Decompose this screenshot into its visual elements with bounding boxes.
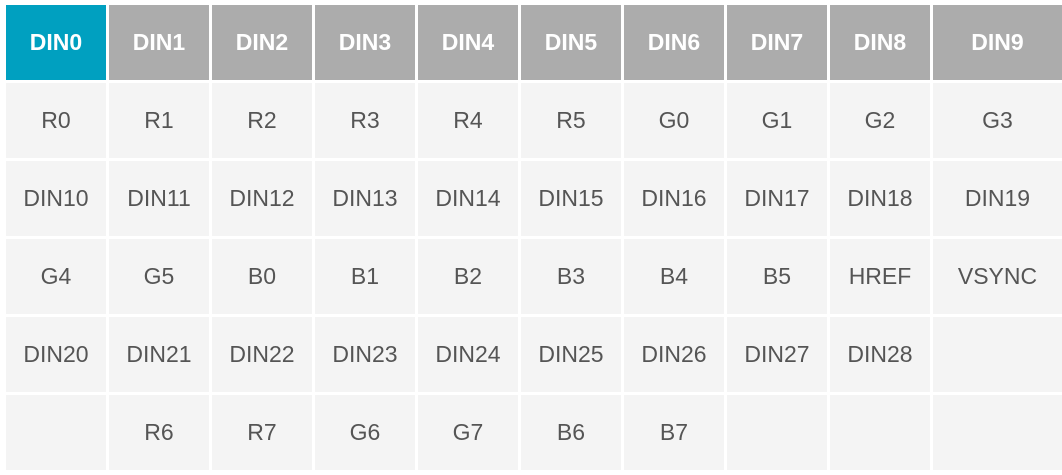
- table-cell: DIN15: [521, 161, 621, 236]
- table-cell: DIN28: [830, 317, 930, 392]
- table-cell: R7: [212, 395, 312, 470]
- header-tab-din7[interactable]: DIN7: [727, 5, 827, 80]
- table-cell: B4: [624, 239, 724, 314]
- table-cell: DIN25: [521, 317, 621, 392]
- header-tab-din4[interactable]: DIN4: [418, 5, 518, 80]
- table-cell: DIN12: [212, 161, 312, 236]
- table-cell: G7: [418, 395, 518, 470]
- table-row: DIN10 DIN11 DIN12 DIN13 DIN14 DIN15 DIN16 DIN17…: [6, 161, 1062, 236]
- header-tab-din5[interactable]: DIN5: [521, 5, 621, 80]
- table-cell: B6: [521, 395, 621, 470]
- table-cell: DIN14: [418, 161, 518, 236]
- table-cell: R3: [315, 83, 415, 158]
- header-tab-din2[interactable]: DIN2: [212, 5, 312, 80]
- table-cell: G0: [624, 83, 724, 158]
- table-cell: [727, 395, 827, 470]
- table-cell: DIN13: [315, 161, 415, 236]
- table-cell: DIN23: [315, 317, 415, 392]
- table-cell: G1: [727, 83, 827, 158]
- table-cell: R6: [109, 395, 209, 470]
- table-cell: G3: [933, 83, 1062, 158]
- table-cell: DIN11: [109, 161, 209, 236]
- table-cell: R4: [418, 83, 518, 158]
- header-row: DIN0 DIN1 DIN2 DIN3 DIN4 DIN5 DIN6 DIN7 DIN8 DIN9: [6, 5, 1062, 80]
- header-tab-din9[interactable]: DIN9: [933, 5, 1062, 80]
- table-cell: B2: [418, 239, 518, 314]
- table-cell: DIN21: [109, 317, 209, 392]
- table-cell: B0: [212, 239, 312, 314]
- table-cell: B5: [727, 239, 827, 314]
- table-cell: G6: [315, 395, 415, 470]
- table-cell: DIN26: [624, 317, 724, 392]
- table-row: R0 R1 R2 R3 R4 R5 G0 G1 G2 G3: [6, 83, 1062, 158]
- table-cell: G4: [6, 239, 106, 314]
- table-cell: DIN16: [624, 161, 724, 236]
- header-tab-din3[interactable]: DIN3: [315, 5, 415, 80]
- table-cell: R2: [212, 83, 312, 158]
- table-cell: DIN27: [727, 317, 827, 392]
- table-cell: B7: [624, 395, 724, 470]
- table-cell: DIN18: [830, 161, 930, 236]
- header-tab-din8[interactable]: DIN8: [830, 5, 930, 80]
- table-cell: DIN17: [727, 161, 827, 236]
- table-row: R6 R7 G6 G7 B6 B7: [6, 395, 1062, 470]
- table-cell: R1: [109, 83, 209, 158]
- table-cell: [933, 317, 1062, 392]
- table-cell: G5: [109, 239, 209, 314]
- table-cell: [933, 395, 1062, 470]
- table-cell: DIN10: [6, 161, 106, 236]
- table-cell: R0: [6, 83, 106, 158]
- table-cell: DIN19: [933, 161, 1062, 236]
- table-cell: HREF: [830, 239, 930, 314]
- table-cell: DIN24: [418, 317, 518, 392]
- header-tab-din6[interactable]: DIN6: [624, 5, 724, 80]
- table-cell: [6, 395, 106, 470]
- table-cell: DIN22: [212, 317, 312, 392]
- table-cell: DIN20: [6, 317, 106, 392]
- header-tab-din0[interactable]: DIN0: [6, 5, 106, 80]
- table-cell: [830, 395, 930, 470]
- table-row: G4 G5 B0 B1 B2 B3 B4 B5 HREF VSYNC: [6, 239, 1062, 314]
- table-row: DIN20 DIN21 DIN22 DIN23 DIN24 DIN25 DIN26 DIN27…: [6, 317, 1062, 392]
- table-cell: G2: [830, 83, 930, 158]
- pin-mapping-table: DIN0 DIN1 DIN2 DIN3 DIN4 DIN5 DIN6 DIN7 DIN8 DIN9…: [3, 2, 1062, 473]
- table-cell: R5: [521, 83, 621, 158]
- table-cell: B3: [521, 239, 621, 314]
- table-cell: VSYNC: [933, 239, 1062, 314]
- table-cell: B1: [315, 239, 415, 314]
- header-tab-din1[interactable]: DIN1: [109, 5, 209, 80]
